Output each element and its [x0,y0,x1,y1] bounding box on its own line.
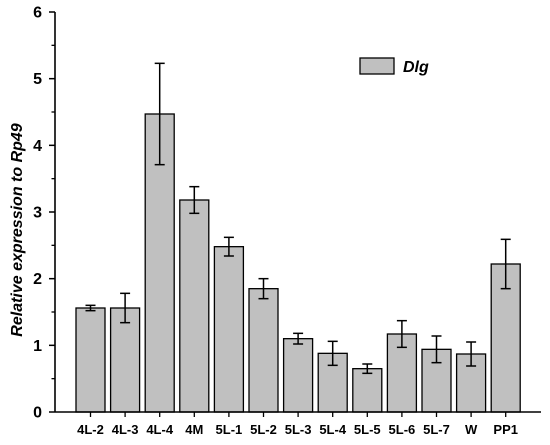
y-ticks-group: 0 1 2 3 4 5 6 [33,5,55,422]
x-tick-label-5L-7: 5L-7 [423,422,450,437]
error-bars-group [85,62,511,375]
y-tick-label-3: 3 [33,205,42,222]
bar-5L-7 [421,348,452,413]
x-tick-label-5L-1: 5L-1 [216,422,243,437]
x-ticks-group: 4L-2 4L-3 4L-4 4M 5L-1 5L-2 5L-3 5L-4 5L-5 5L-6 5L… [77,412,518,437]
x-tick-label-4M: 4M [185,422,203,437]
y-tick-label-0: 0 [33,405,42,422]
x-tick-label-5L-4: 5L-4 [319,422,347,437]
bar-5L-3 [282,338,314,413]
bar-4L-3 [109,307,141,413]
x-tick-label-4L-2: 4L-2 [77,422,104,437]
x-tick-label-5L-5: 5L-5 [354,422,381,437]
x-tick-label-5L-3: 5L-3 [285,422,312,437]
bars-group [75,113,521,413]
x-tick-label-5L-2: 5L-2 [250,422,277,437]
legend: Dlg [359,57,429,76]
y-tick-label-1: 1 [33,338,42,355]
x-tick-label-4L-3: 4L-3 [112,422,139,437]
x-tick-label-4L-4: 4L-4 [146,422,174,437]
y-tick-label-4: 4 [33,138,42,155]
bar-5L-5 [352,368,383,413]
x-tick-label-5L-6: 5L-6 [389,422,416,437]
bar-4M [179,199,210,413]
bar-5L-1 [213,246,245,413]
bar-5L-2 [248,288,279,413]
x-tick-label-W: W [465,422,478,437]
legend-swatch [359,57,395,75]
x-tick-label-PP1: PP1 [493,422,518,437]
legend-label-dlg: Dlg [403,59,429,76]
bar-4L-2 [75,307,106,413]
y-tick-label-5: 5 [33,71,42,88]
y-tick-label-2: 2 [33,271,42,288]
y-tick-label-6: 6 [33,5,42,22]
y-axis-title: Relative expression to Rp49 [9,123,26,337]
